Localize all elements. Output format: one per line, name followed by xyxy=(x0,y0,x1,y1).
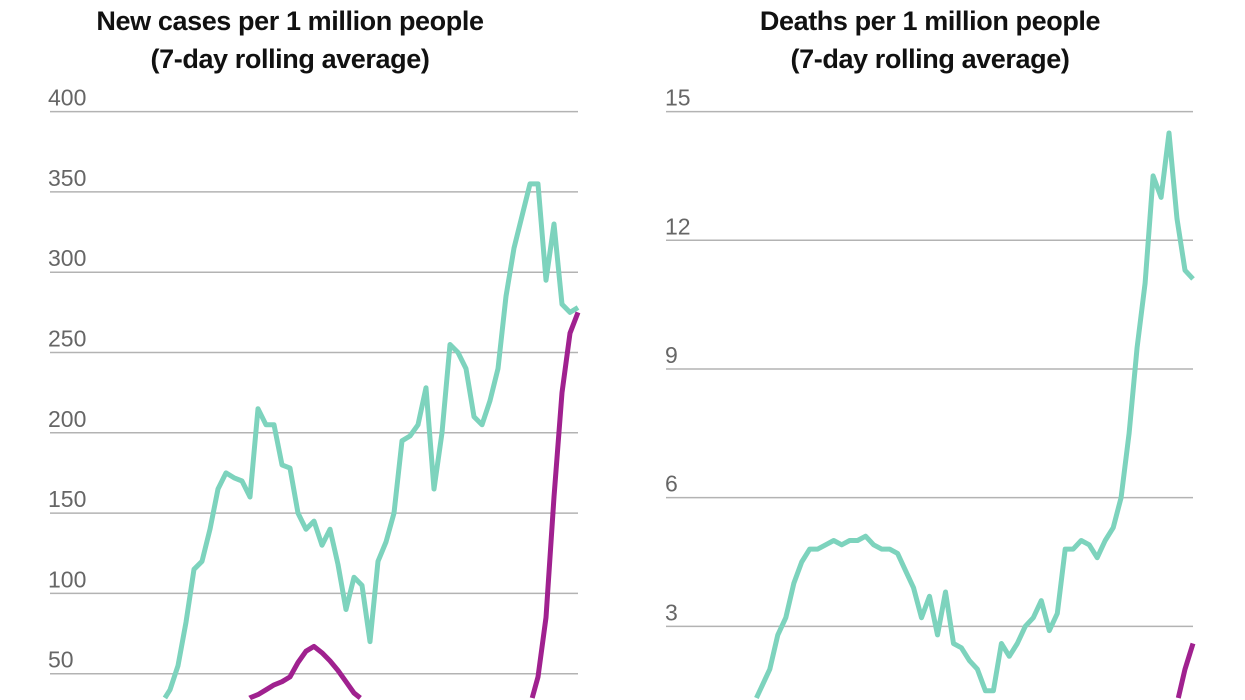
deaths-series-teal-line xyxy=(754,130,1195,700)
deaths-y-tick-label: 12 xyxy=(665,213,691,239)
cases-y-tick-label: 300 xyxy=(48,245,86,271)
deaths-series-purple-line xyxy=(1175,642,1196,699)
cases-title-line: New cases per 1 million people xyxy=(96,6,484,36)
cases-y-tick-label: 200 xyxy=(48,406,86,432)
cases-y-tick-label: 400 xyxy=(48,85,86,111)
cases-y-tick-label: 150 xyxy=(48,486,86,512)
deaths-y-tick-label: 6 xyxy=(665,471,678,497)
deaths-title-line: Deaths per 1 million people xyxy=(759,6,1101,36)
cases-chart-title: New cases per 1 million people (7-day ro… xyxy=(40,2,540,78)
deaths-y-tick-label: 15 xyxy=(665,85,691,111)
deaths-subtitle-line: (7-day rolling average) xyxy=(790,44,1070,74)
cases-y-tick-label: 100 xyxy=(48,566,86,592)
deaths-chart-title: Deaths per 1 million people (7-day rolli… xyxy=(680,2,1180,78)
deaths-y-tick-label: 3 xyxy=(665,599,678,625)
cases-series-purple-line xyxy=(247,643,362,700)
cases-y-tick-label: 250 xyxy=(48,326,86,352)
cases-series-purple-line xyxy=(529,311,581,699)
cases-y-tick-label: 350 xyxy=(48,165,86,191)
deaths-y-tick-label: 9 xyxy=(665,342,678,368)
cases-y-tick-label: 50 xyxy=(48,647,74,673)
cases-subtitle-line: (7-day rolling average) xyxy=(150,44,430,74)
cases-series-teal-line xyxy=(162,181,580,700)
